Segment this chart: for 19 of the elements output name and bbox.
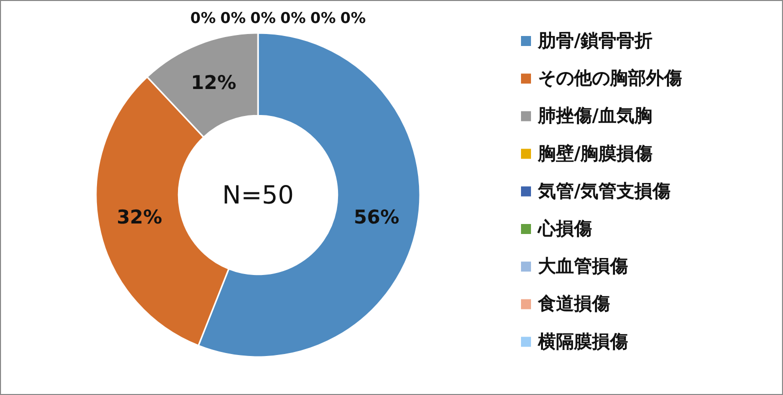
- data-label: 32%: [116, 206, 162, 229]
- legend-label: 胸壁/胸膜損傷: [537, 143, 653, 164]
- text: N=50: [222, 180, 294, 210]
- legend-label: 大血管損傷: [537, 256, 628, 278]
- text: 0%: [340, 9, 366, 27]
- text: 0%: [220, 9, 246, 27]
- legend-label: 心損傷: [537, 218, 592, 240]
- text: 0%: [280, 9, 306, 27]
- legend-label: 食道損傷: [537, 294, 610, 315]
- legend-label: 気管/気管支損傷: [537, 180, 671, 202]
- data-label: 12%: [190, 72, 236, 94]
- text: 0%: [310, 9, 336, 27]
- text: 0%: [250, 9, 276, 27]
- text: 0%: [190, 9, 216, 27]
- data-label: 56%: [354, 206, 400, 229]
- legend-label: 肺挫傷/血気胸: [537, 106, 653, 127]
- legend-label: その他の胸部外傷: [538, 68, 682, 90]
- legend-label: 肋骨/鎖骨骨折: [537, 30, 653, 52]
- legend-label: 横隔膜損傷: [537, 331, 628, 352]
